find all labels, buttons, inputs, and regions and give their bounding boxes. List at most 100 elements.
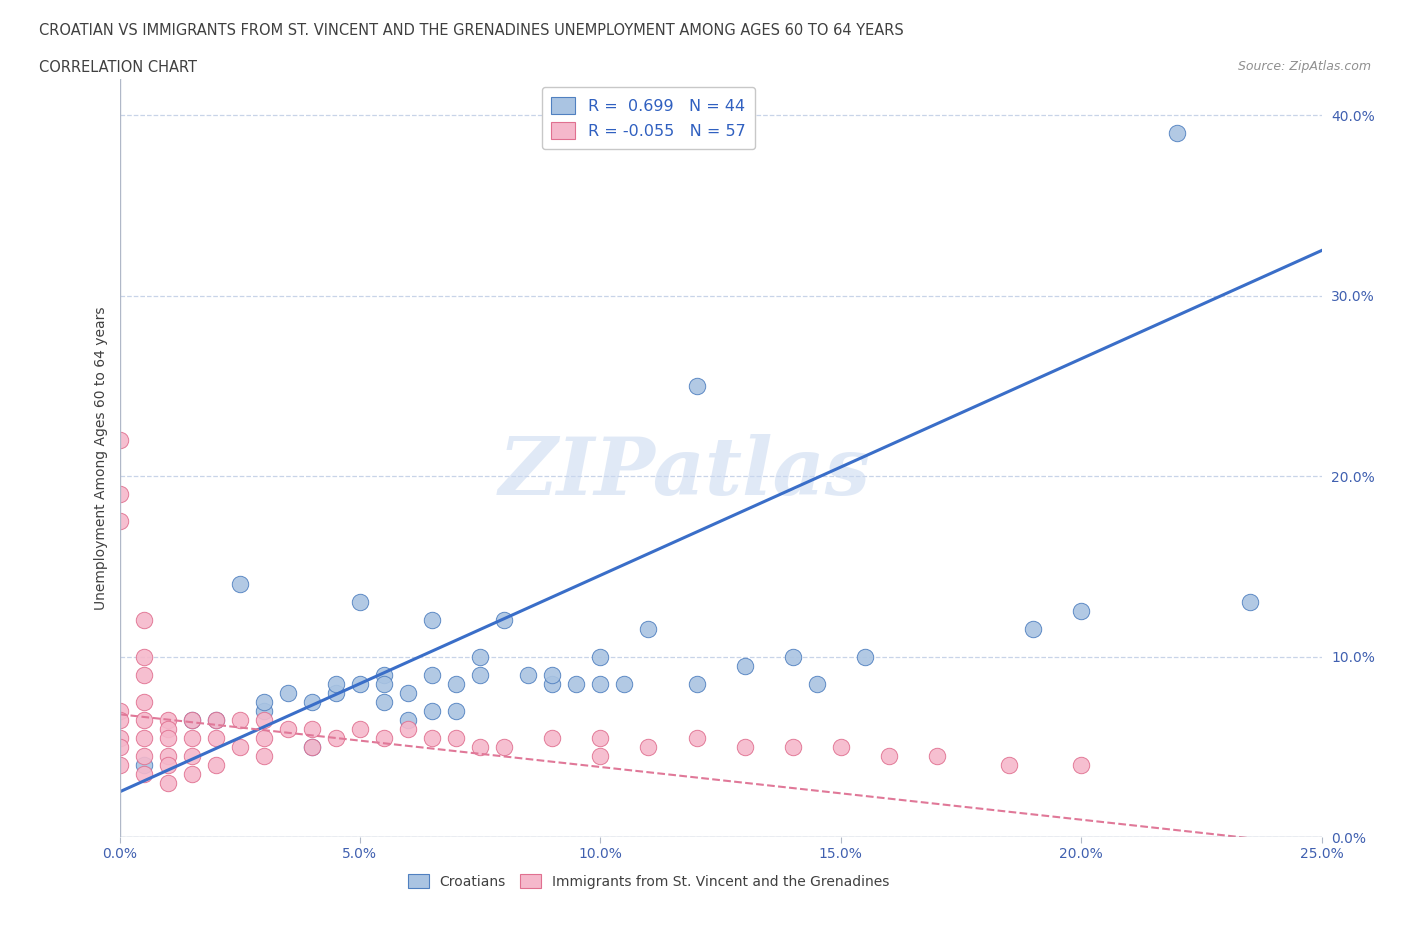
Point — [1070, 604, 1092, 618]
Point — [132, 694, 155, 709]
Point — [998, 757, 1021, 772]
Point — [156, 757, 179, 772]
Point — [325, 676, 347, 691]
Point — [494, 613, 516, 628]
Point — [806, 676, 828, 691]
Point — [301, 739, 323, 754]
Point — [517, 667, 540, 682]
Point — [253, 730, 276, 745]
Point — [253, 694, 276, 709]
Point — [468, 667, 492, 682]
Point — [637, 622, 659, 637]
Point — [444, 730, 467, 745]
Point — [180, 712, 202, 727]
Point — [541, 667, 564, 682]
Point — [180, 766, 202, 781]
Point — [204, 757, 226, 772]
Point — [468, 649, 492, 664]
Point — [782, 739, 804, 754]
Point — [180, 730, 202, 745]
Point — [853, 649, 876, 664]
Point — [228, 739, 252, 754]
Point — [396, 685, 419, 700]
Point — [204, 712, 226, 727]
Point — [277, 685, 299, 700]
Point — [1239, 595, 1261, 610]
Point — [325, 685, 347, 700]
Point — [685, 730, 707, 745]
Point — [301, 722, 323, 737]
Text: ZIPatlas: ZIPatlas — [499, 434, 870, 512]
Point — [228, 577, 252, 591]
Point — [301, 739, 323, 754]
Point — [132, 766, 155, 781]
Point — [1166, 126, 1188, 140]
Point — [180, 712, 202, 727]
Point — [349, 676, 371, 691]
Point — [108, 739, 131, 754]
Point — [420, 667, 443, 682]
Point — [613, 676, 636, 691]
Point — [180, 749, 202, 764]
Point — [468, 739, 492, 754]
Point — [108, 486, 131, 501]
Point — [132, 712, 155, 727]
Point — [156, 749, 179, 764]
Point — [637, 739, 659, 754]
Point — [228, 712, 252, 727]
Point — [830, 739, 852, 754]
Point — [685, 676, 707, 691]
Point — [420, 730, 443, 745]
Text: Source: ZipAtlas.com: Source: ZipAtlas.com — [1237, 60, 1371, 73]
Point — [1022, 622, 1045, 637]
Point — [444, 703, 467, 718]
Point — [132, 613, 155, 628]
Point — [156, 712, 179, 727]
Point — [132, 649, 155, 664]
Point — [373, 730, 395, 745]
Point — [253, 703, 276, 718]
Point — [541, 676, 564, 691]
Point — [734, 739, 756, 754]
Point — [373, 667, 395, 682]
Point — [541, 730, 564, 745]
Point — [253, 712, 276, 727]
Point — [396, 712, 419, 727]
Point — [589, 649, 612, 664]
Text: CORRELATION CHART: CORRELATION CHART — [39, 60, 197, 75]
Point — [132, 757, 155, 772]
Point — [108, 432, 131, 447]
Text: CROATIAN VS IMMIGRANTS FROM ST. VINCENT AND THE GRENADINES UNEMPLOYMENT AMONG AG: CROATIAN VS IMMIGRANTS FROM ST. VINCENT … — [39, 23, 904, 38]
Point — [132, 749, 155, 764]
Point — [108, 703, 131, 718]
Point — [494, 739, 516, 754]
Point — [420, 703, 443, 718]
Point — [420, 613, 443, 628]
Point — [349, 595, 371, 610]
Point — [277, 722, 299, 737]
Point — [156, 730, 179, 745]
Point — [782, 649, 804, 664]
Point — [589, 676, 612, 691]
Point — [108, 730, 131, 745]
Point — [156, 722, 179, 737]
Point — [1070, 757, 1092, 772]
Point — [108, 712, 131, 727]
Point — [589, 749, 612, 764]
Point — [253, 749, 276, 764]
Point — [373, 694, 395, 709]
Point — [396, 722, 419, 737]
Point — [204, 712, 226, 727]
Point — [589, 730, 612, 745]
Point — [132, 730, 155, 745]
Point — [325, 730, 347, 745]
Legend: Croatians, Immigrants from St. Vincent and the Grenadines: Croatians, Immigrants from St. Vincent a… — [402, 869, 894, 895]
Y-axis label: Unemployment Among Ages 60 to 64 years: Unemployment Among Ages 60 to 64 years — [94, 306, 108, 610]
Point — [204, 730, 226, 745]
Point — [301, 694, 323, 709]
Point — [108, 513, 131, 528]
Point — [685, 379, 707, 393]
Point — [877, 749, 900, 764]
Point — [565, 676, 588, 691]
Point — [734, 658, 756, 673]
